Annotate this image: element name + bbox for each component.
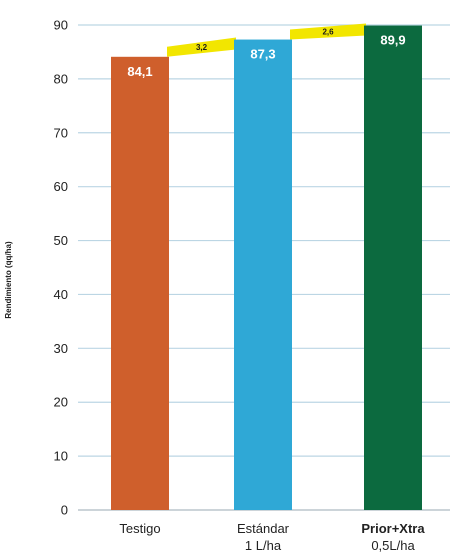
y-tick-label: 50 bbox=[54, 233, 68, 248]
value-labels: 84,1 87,3 89,9 bbox=[127, 33, 405, 79]
y-tick-label: 80 bbox=[54, 71, 68, 86]
bars bbox=[111, 25, 422, 511]
y-tick-label: 0 bbox=[61, 503, 68, 518]
y-tick-label: 40 bbox=[54, 287, 68, 302]
x-tick-label: Estándar bbox=[237, 521, 290, 536]
x-tick-label: Prior+Xtra bbox=[361, 521, 425, 536]
x-tick-label-line2: 0,5L/ha bbox=[371, 538, 415, 553]
bar bbox=[234, 39, 292, 511]
difference-band bbox=[167, 37, 236, 57]
difference-label: 3,2 bbox=[196, 43, 208, 52]
category-labels: Testigo Estándar 1 L/ha Prior+Xtra 0,5L/ha bbox=[119, 521, 425, 553]
x-tick-label-line2: 1 L/ha bbox=[245, 538, 282, 553]
y-tick-label: 60 bbox=[54, 179, 68, 194]
bar-value-label: 84,1 bbox=[127, 64, 152, 79]
y-tick-label: 30 bbox=[54, 341, 68, 356]
y-tick-label: 10 bbox=[54, 449, 68, 464]
bar-value-label: 87,3 bbox=[250, 47, 275, 62]
y-tick-label: 70 bbox=[54, 125, 68, 140]
y-axis-label: Rendimiento (qq/ha) bbox=[4, 241, 13, 319]
y-tick-label: 20 bbox=[54, 395, 68, 410]
difference-bands: 3,2 2,6 bbox=[167, 23, 366, 57]
x-tick-label: Testigo bbox=[119, 521, 160, 536]
bar-value-label: 89,9 bbox=[380, 33, 405, 48]
bar bbox=[364, 25, 422, 511]
y-axis-ticks: 0 10 20 30 40 50 60 70 80 90 bbox=[54, 18, 68, 518]
bar bbox=[111, 56, 169, 511]
y-tick-label: 90 bbox=[54, 18, 68, 33]
difference-label: 2,6 bbox=[322, 28, 334, 37]
difference-band bbox=[290, 23, 366, 40]
